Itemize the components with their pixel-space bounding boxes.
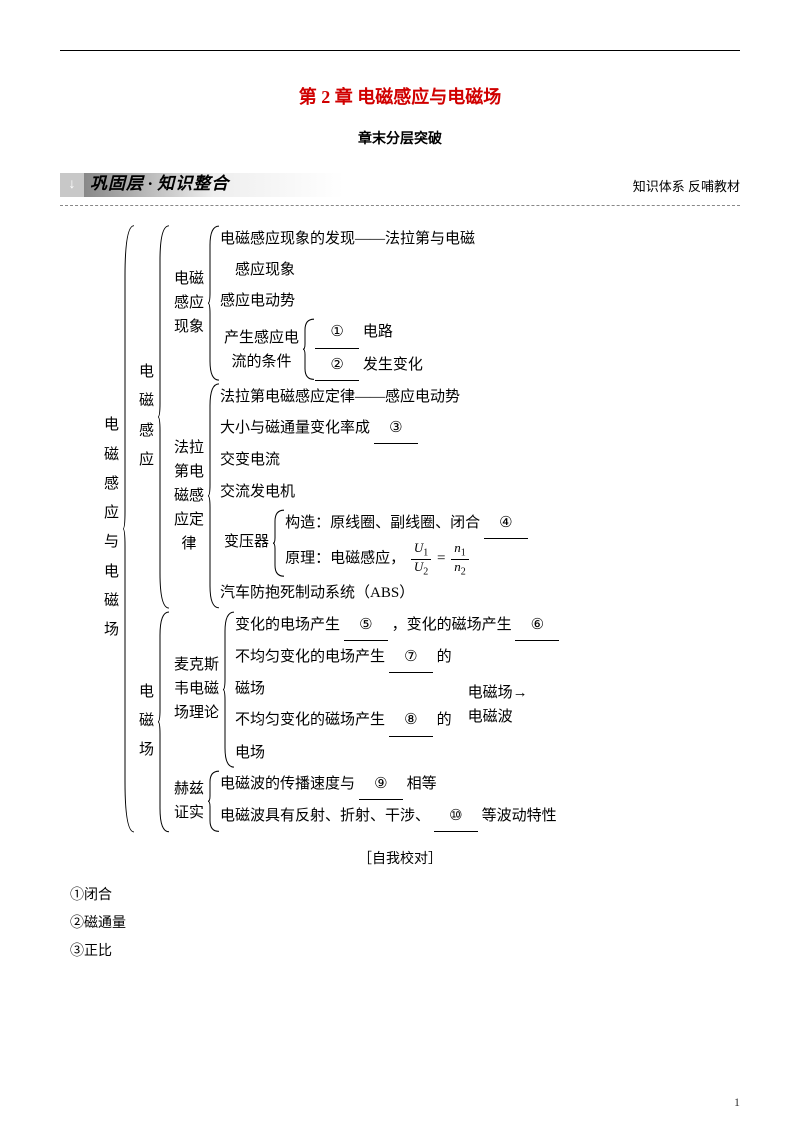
formula-line: 原理：电磁感应， U1 U2 = n1 n2 [285, 540, 528, 578]
blank-line: 电磁波的传播速度与 ⑨ 相等 [220, 769, 557, 801]
text-line: 感应现象 [220, 255, 475, 286]
banner-title: 巩固层 · 知识整合 [84, 173, 344, 197]
text-line: 电场 [235, 738, 452, 769]
chapter-title: 第 2 章 电磁感应与电磁场 [60, 81, 740, 113]
brace-icon [303, 317, 315, 382]
section-banner: ↓ 巩固层 · 知识整合 知识体系 反哺教材 [60, 169, 740, 203]
answer-item: ①闭合 [70, 882, 740, 910]
brace-icon [273, 508, 285, 578]
cond-label: 产生感应电 流的条件 [220, 317, 303, 382]
text-line: 交流发电机 [220, 477, 528, 508]
branch2-sub1-label: 麦克斯韦电磁场理论 [170, 610, 223, 769]
dashed-rule [60, 205, 740, 206]
blank-line: 电磁波具有反射、折射、干涉、 ⑩ 等波动特性 [220, 801, 557, 833]
page-number: 1 [734, 1092, 740, 1114]
branch2-label: 电磁场 [135, 610, 158, 834]
branch1-sub1-label: 电磁感应现象 [170, 224, 208, 382]
transformer-label: 变压器 [220, 508, 273, 578]
chapter-subtitle: 章末分层突破 [60, 127, 740, 152]
blank-line: 大小与磁通量变化率成 ③ [220, 413, 528, 445]
banner-left-1: 巩固层 [90, 169, 144, 200]
blank-line: ① 电路 [315, 317, 423, 349]
text-line: 汽车防抱死制动系统（ABS） [220, 578, 528, 609]
knowledge-tree: 电磁感应与电磁场 电磁感应 电磁感应现象 [100, 224, 740, 834]
banner-left-2: 知识整合 [157, 169, 229, 200]
text-line: 磁场 [235, 674, 452, 705]
blank-line: 不均匀变化的磁场产生 ⑧ 的 [235, 705, 452, 737]
root-label: 电磁感应与电磁场 [100, 224, 123, 834]
banner-dot: · [148, 169, 153, 200]
down-arrow-icon: ↓ [60, 173, 84, 197]
self-check-heading: ［自我校对］ [60, 847, 740, 872]
blank-line: 不均匀变化的电场产生 ⑦ 的 [235, 642, 452, 674]
brace-icon [223, 610, 235, 769]
branch2-sub2-label: 赫兹证实 [170, 769, 208, 834]
brace-icon [208, 382, 220, 610]
brace-icon [123, 224, 135, 834]
answer-item: ②磁通量 [70, 910, 740, 938]
answers-block: ①闭合 ②磁通量 ③正比 [70, 882, 740, 966]
text-line: 电磁感应现象的发现——法拉第与电磁 [220, 224, 475, 255]
banner-right: 知识体系 反哺教材 [633, 175, 740, 198]
answer-item: ③正比 [70, 938, 740, 966]
branch1-sub2-label: 法拉第电磁感应定律 [170, 382, 208, 610]
text-line: 感应电动势 [220, 286, 475, 317]
brace-icon [208, 224, 220, 382]
blank-line: ② 发生变化 [315, 350, 423, 382]
blank-line: 构造：原线圈、副线圈、闭合 ④ [285, 508, 528, 540]
text-line: 交变电流 [220, 445, 528, 476]
brace-icon [158, 224, 170, 610]
brace-icon [158, 610, 170, 834]
em-wave-label: 电磁场→ 电磁波 [464, 681, 532, 729]
text-line: 法拉第电磁感应定律——感应电动势 [220, 382, 528, 413]
top-rule [60, 50, 740, 51]
branch1-label: 电磁感应 [135, 224, 158, 610]
blank-line: 变化的电场产生 ⑤ ，变化的磁场产生 ⑥ [235, 610, 559, 642]
brace-icon [208, 769, 220, 834]
